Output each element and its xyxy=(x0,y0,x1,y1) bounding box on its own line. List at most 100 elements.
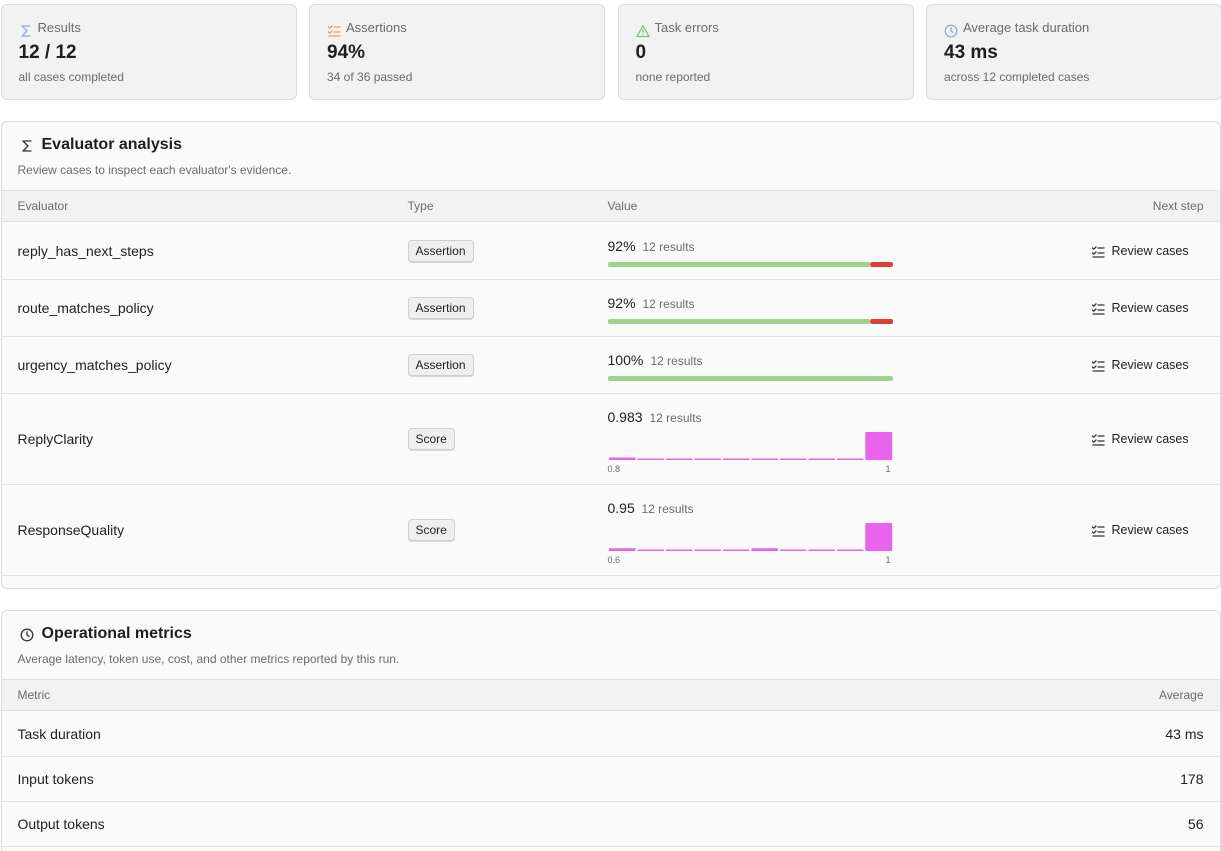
review-button[interactable]: Review cases xyxy=(1091,301,1191,317)
icon-path xyxy=(1091,364,1097,369)
table-header xyxy=(1,679,1220,711)
stat-card: Assertions 94% 34 of 36 passed xyxy=(309,4,605,100)
review-label[interactable]: Review cases xyxy=(1111,522,1189,537)
icon xyxy=(1091,433,1105,446)
value-label: 92% xyxy=(607,238,636,254)
icon-path xyxy=(1091,438,1097,443)
histogram-bar xyxy=(665,458,693,460)
review-label[interactable]: Review cases xyxy=(1111,431,1189,446)
panel: Evaluator analysis Review cases to inspec… xyxy=(0,121,1221,589)
icon-path xyxy=(1091,245,1097,250)
result-count: 12 results xyxy=(641,502,694,516)
histogram-bar xyxy=(864,432,892,460)
histogram-bar xyxy=(665,549,693,551)
table-row: urgency_matches_policy Assertion 100% 12 re… xyxy=(1,337,1220,394)
icon xyxy=(944,24,958,38)
icon-path xyxy=(328,26,341,37)
stat-value: 43 ms xyxy=(944,42,998,63)
icon-path xyxy=(1091,529,1097,534)
review-label[interactable]: Review cases xyxy=(1111,243,1189,258)
icon-path xyxy=(1091,433,1097,438)
icon-path xyxy=(25,631,30,638)
panel-subtitle: Review cases to inspect each evaluator's… xyxy=(17,163,292,177)
result-count: 12 results xyxy=(642,240,695,254)
icon xyxy=(1091,245,1105,258)
histogram-tick: 0.6 xyxy=(607,555,621,565)
stat-detail: all cases completed xyxy=(18,70,124,84)
table-header xyxy=(1,190,1220,222)
panel: Operational metrics Average latency, toke… xyxy=(0,610,1221,851)
fail-segment xyxy=(869,262,893,267)
progress-bar xyxy=(607,376,893,381)
histogram-tick: 1 xyxy=(885,555,891,565)
panel-subtitle: Average latency, token use, cost, and ot… xyxy=(17,652,400,666)
column-header: Evaluator xyxy=(17,199,69,213)
histogram-bar xyxy=(807,458,835,460)
type-badge: Score xyxy=(407,518,455,541)
progress-bar xyxy=(607,319,893,324)
progress-bar xyxy=(607,262,893,267)
value-label: 0.95 xyxy=(607,500,635,516)
icon-path xyxy=(327,30,333,34)
histogram-bar xyxy=(807,549,835,551)
review-button[interactable]: Review cases xyxy=(1091,358,1191,374)
fail-segment xyxy=(869,319,893,324)
stat-card: Average task duration 43 ms across 12 comp… xyxy=(926,4,1221,100)
histogram-bar xyxy=(693,458,721,460)
icon xyxy=(20,25,31,37)
type-badge: Score xyxy=(407,427,455,450)
stat-value: 12 / 12 xyxy=(18,42,77,63)
pass-segment xyxy=(607,262,870,267)
review-button[interactable]: Review cases xyxy=(1091,244,1191,260)
column-header: Average xyxy=(1159,688,1204,702)
evaluator-name: urgency_matches_policy xyxy=(17,356,172,373)
histogram xyxy=(608,523,892,551)
evaluator-name: route_matches_policy xyxy=(17,299,154,316)
icon-path xyxy=(327,25,333,29)
stat-label: Assertions xyxy=(346,20,407,35)
histogram-tick: 0.8 xyxy=(607,464,621,474)
column-header: Metric xyxy=(17,688,51,702)
stat-label: Average task duration xyxy=(963,20,1090,35)
value-label: 92% xyxy=(607,295,636,311)
histogram-bar xyxy=(636,458,664,460)
pass-segment xyxy=(607,319,870,324)
icon-path xyxy=(635,24,650,38)
icon xyxy=(1091,359,1105,372)
table-row: route_matches_policy Assertion 92% 12 resul… xyxy=(1,280,1220,337)
panel-title: Evaluator analysis xyxy=(41,136,183,153)
icon-path xyxy=(1091,525,1105,537)
review-label[interactable]: Review cases xyxy=(1111,300,1189,315)
metric-name: Input tokens xyxy=(17,771,94,787)
table-row: Task duration 43 ms xyxy=(1,712,1220,757)
icon-path xyxy=(21,140,32,152)
icon-path xyxy=(1091,434,1105,446)
stat-label: Results xyxy=(37,20,81,35)
icon-path xyxy=(1091,524,1097,529)
metric-value: 178 xyxy=(1180,771,1204,787)
icon-path xyxy=(1091,359,1097,364)
histogram xyxy=(608,432,892,460)
histogram-bar xyxy=(722,458,750,460)
review-label[interactable]: Review cases xyxy=(1111,357,1189,372)
metric-value: 56 xyxy=(1187,816,1204,832)
histogram-bar xyxy=(836,458,864,460)
icon-path xyxy=(950,27,954,34)
evaluator-name: ReplyClarity xyxy=(17,430,93,447)
evaluator-name: ResponseQuality xyxy=(17,521,125,538)
stat-value: 0 xyxy=(635,42,647,63)
column-header: Next step xyxy=(1152,199,1204,213)
column-header: Type xyxy=(407,199,434,213)
review-button[interactable]: Review cases xyxy=(1091,432,1191,448)
evaluator-name: reply_has_next_steps xyxy=(17,242,154,259)
histogram-bar xyxy=(608,457,636,460)
panel-title: Operational metrics xyxy=(41,625,192,642)
result-count: 12 results xyxy=(649,411,702,425)
type-badge: Assertion xyxy=(407,296,474,319)
icon-path xyxy=(20,628,33,642)
histogram-bar xyxy=(693,549,721,551)
review-button[interactable]: Review cases xyxy=(1091,523,1191,539)
pass-segment xyxy=(607,376,893,381)
stat-value: 94% xyxy=(327,42,366,63)
table-row: Output tokens 56 xyxy=(1,802,1220,847)
